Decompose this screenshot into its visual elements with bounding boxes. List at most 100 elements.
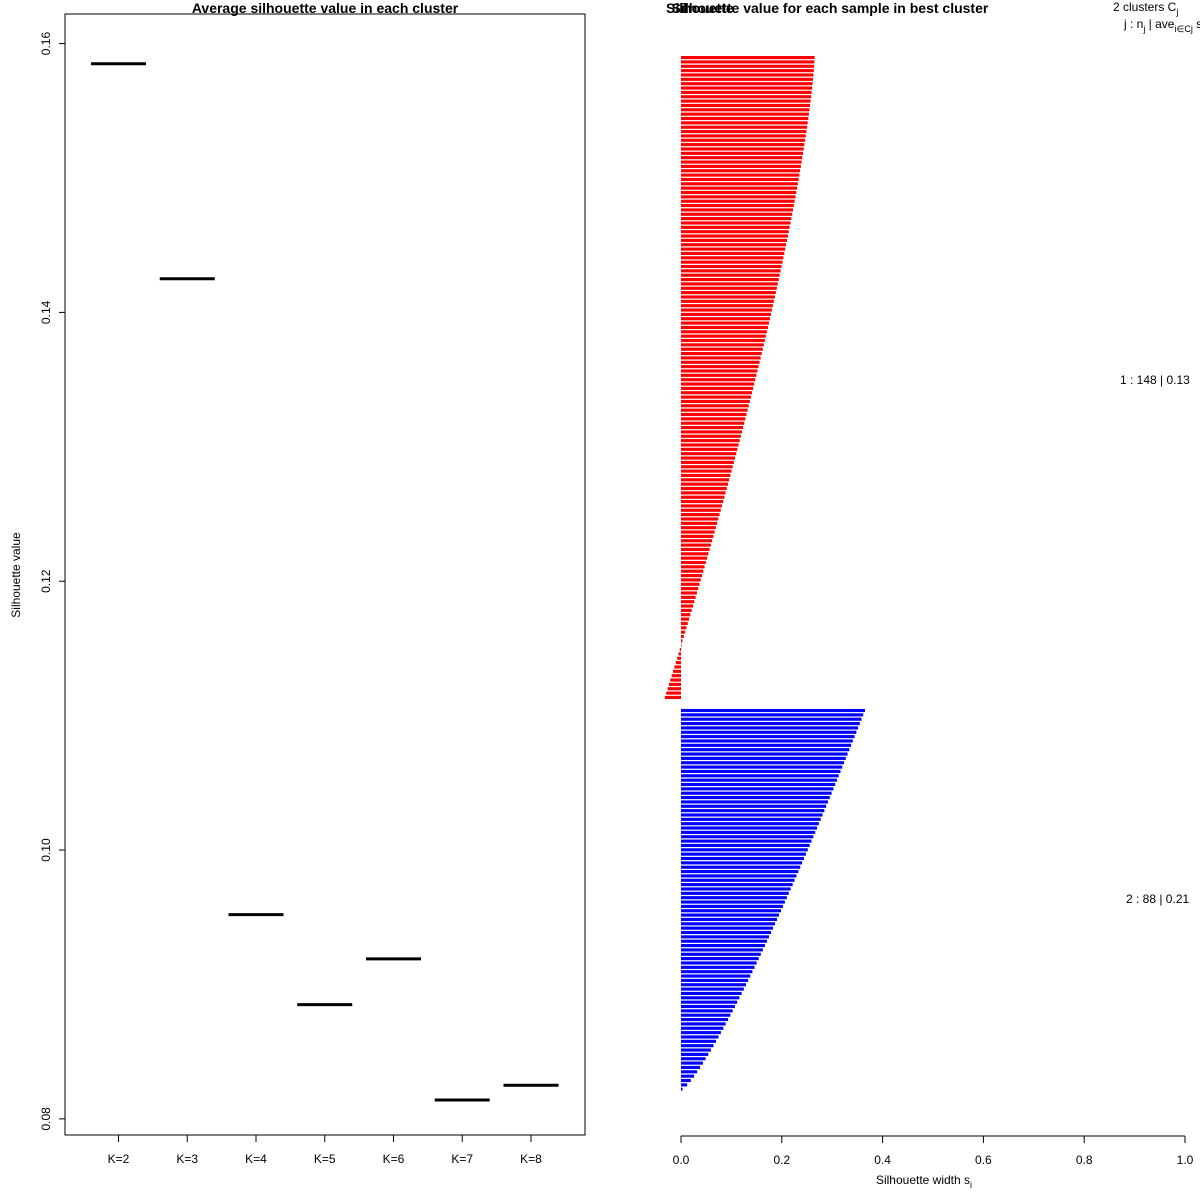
silhouette-bar-cluster-1	[681, 534, 714, 538]
silhouette-bar-cluster-1	[681, 543, 711, 547]
silhouette-bar-cluster-1	[681, 225, 790, 229]
silhouette-bar-cluster-1	[681, 230, 789, 234]
silhouette-bar-cluster-1	[681, 465, 733, 469]
silhouette-bar-cluster-1	[681, 251, 785, 256]
silhouette-bar-cluster-2	[681, 1048, 711, 1052]
silhouette-bar-cluster-1	[681, 412, 747, 417]
silhouette-bar-cluster-2	[681, 1022, 726, 1026]
silhouette-bar-cluster-1	[681, 539, 713, 543]
silhouette-bar-cluster-2	[681, 965, 755, 969]
silhouette-bar-cluster-1	[681, 217, 792, 221]
left-x-tick-label: K=4	[245, 1152, 267, 1166]
silhouette-bar-cluster-2	[681, 778, 837, 782]
right-x-tick-label: 0.6	[975, 1153, 992, 1167]
silhouette-bar-cluster-1	[681, 360, 760, 364]
silhouette-bar-cluster-1	[681, 247, 786, 251]
silhouette-bar-cluster-1	[681, 578, 701, 582]
silhouette-bar-cluster-2	[681, 957, 759, 961]
silhouette-bar-cluster-1	[681, 325, 768, 330]
silhouette-bar-cluster-2	[681, 739, 853, 743]
silhouette-bar-cluster-1	[681, 164, 801, 168]
silhouette-bar-cluster-2	[681, 752, 848, 756]
silhouette-bar-cluster-1	[681, 356, 761, 360]
silhouette-bar-cluster-1	[681, 547, 710, 552]
silhouette-bar-cluster-1	[681, 447, 738, 451]
silhouette-bar-cluster-1	[681, 160, 802, 164]
silhouette-bar-cluster-1	[681, 60, 815, 64]
silhouette-bar-cluster-1	[681, 460, 734, 464]
silhouette-bar-cluster-1	[681, 256, 784, 260]
silhouette-bar-cluster-1	[670, 678, 681, 682]
silhouette-bar-cluster-2	[681, 756, 846, 760]
silhouette-bar-cluster-1	[681, 643, 682, 647]
silhouette-bar-cluster-1	[681, 430, 742, 434]
silhouette-bar-cluster-1	[681, 473, 731, 478]
silhouette-bar-cluster-1	[681, 508, 721, 512]
silhouette-bar-cluster-1	[681, 365, 759, 369]
silhouette-bar-cluster-1	[681, 138, 806, 142]
silhouette-bar-cluster-1	[681, 382, 755, 386]
silhouette-bar-cluster-1	[681, 478, 730, 482]
silhouette-bar-cluster-1	[679, 648, 681, 652]
silhouette-bar-cluster-1	[681, 195, 796, 199]
silhouette-bar-cluster-1	[681, 569, 704, 573]
silhouette-bar-cluster-2	[681, 748, 850, 752]
left-y-tick-label: 0.16	[39, 32, 53, 56]
left-x-axis: K=2 K=3 K=4 K=5 K=6 K=7 K=8	[108, 1134, 542, 1166]
silhouette-bar-cluster-2	[681, 1031, 721, 1035]
silhouette-bar-cluster-1	[681, 495, 725, 499]
silhouette-bar-cluster-2	[681, 874, 797, 878]
silhouette-bar-cluster-1	[673, 669, 681, 673]
silhouette-bar-cluster-2	[681, 913, 779, 917]
silhouette-bar-cluster-2	[681, 1070, 698, 1074]
silhouette-bar-cluster-2	[681, 909, 781, 913]
silhouette-bar-cluster-1	[671, 674, 681, 678]
silhouette-bar-cluster-1	[681, 169, 801, 173]
silhouette-bar-cluster-2	[681, 1013, 731, 1017]
silhouette-bar-cluster-1	[675, 661, 681, 665]
silhouette-bar-cluster-1	[681, 186, 798, 190]
silhouette-bar-cluster-1	[681, 452, 737, 456]
left-plot-frame	[64, 13, 586, 1136]
silhouette-bar-cluster-1	[681, 399, 750, 404]
silhouette-bar-cluster-1	[681, 212, 793, 216]
silhouette-bar-cluster-1	[681, 173, 800, 177]
silhouette-bar-cluster-1	[681, 73, 814, 77]
right-x-tick-label: 0.0	[673, 1153, 690, 1167]
silhouette-bar-cluster-1	[681, 312, 771, 316]
silhouette-bar-cluster-2	[681, 1009, 733, 1013]
silhouette-bar-cluster-1	[681, 491, 726, 495]
silhouette-bar-cluster-1	[681, 269, 781, 273]
silhouette-bar-cluster-1	[681, 308, 772, 312]
silhouette-bar-cluster-1	[681, 373, 757, 377]
silhouette-bar-cluster-1	[681, 582, 700, 586]
right-x-tick-label: 0.4	[874, 1153, 891, 1167]
silhouette-bar-cluster-1	[681, 82, 813, 86]
silhouette-bar-cluster-2	[681, 848, 808, 852]
silhouette-bar-cluster-2	[681, 835, 814, 839]
silhouette-bar-cluster-1	[681, 469, 732, 473]
silhouette-bar-cluster-2	[681, 952, 761, 956]
left-y-tick-label: 0.12	[39, 569, 53, 593]
silhouette-bar-cluster-1	[681, 417, 746, 421]
right-chart-title: Silhouette value for each sample in best…	[672, 0, 989, 16]
silhouette-bar-cluster-2	[681, 1052, 709, 1056]
silhouette-bar-cluster-2	[681, 761, 845, 765]
silhouette-bar-cluster-1	[681, 600, 695, 604]
left-x-tick-label: K=2	[108, 1152, 130, 1166]
silhouette-bar-cluster-1	[681, 190, 797, 195]
cluster-1-summary-label: 1 : 148 | 0.13	[1120, 373, 1190, 387]
silhouette-bar-cluster-2	[681, 948, 763, 952]
silhouette-bar-cluster-1	[681, 386, 754, 390]
silhouette-bar-cluster-2	[681, 774, 839, 778]
silhouette-bar-cluster-1	[681, 116, 809, 121]
silhouette-bar-cluster-1	[681, 221, 791, 225]
silhouette-bar-cluster-2	[681, 900, 785, 904]
silhouette-bar-cluster-1	[681, 286, 777, 290]
silhouette-bar-cluster-2	[681, 813, 823, 817]
silhouette-bar-cluster-1	[681, 426, 744, 430]
silhouette-bar-cluster-1	[681, 521, 718, 525]
right-x-tick-label: 0.8	[1076, 1153, 1093, 1167]
silhouette-bar-cluster-2	[681, 870, 799, 874]
left-y-tick-label: 0.14	[39, 300, 53, 324]
